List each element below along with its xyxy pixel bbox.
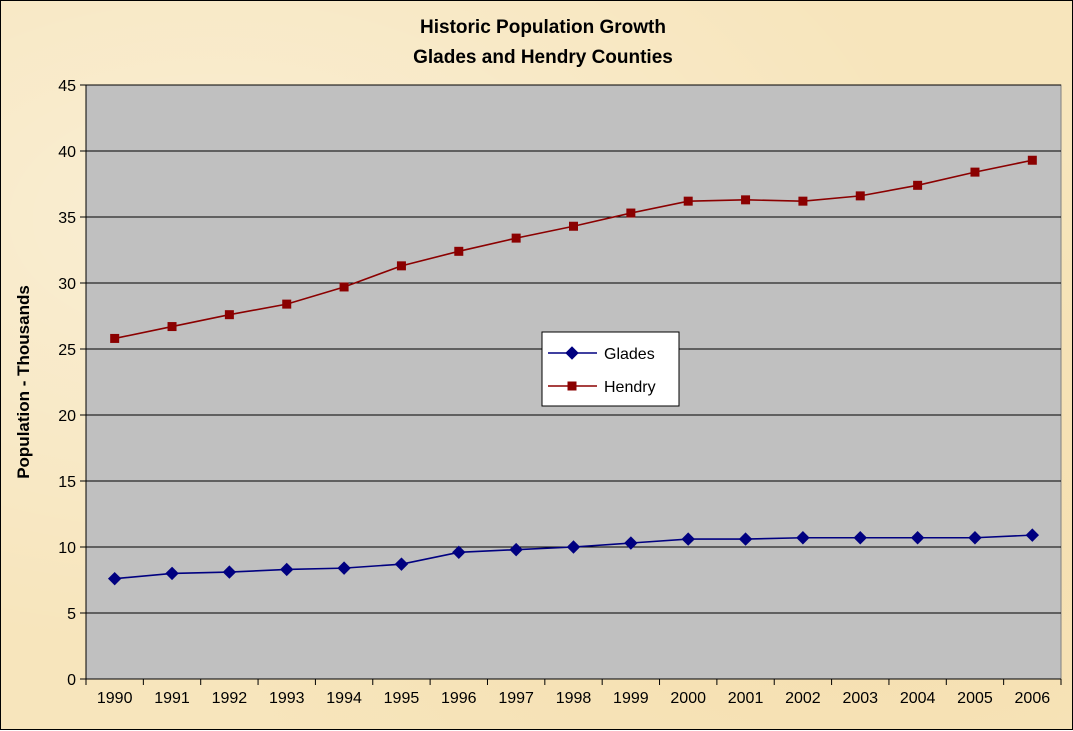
x-tick-label: 1996 bbox=[441, 690, 477, 707]
data-point-hendry bbox=[855, 191, 865, 201]
data-point-glades bbox=[624, 536, 638, 550]
y-tick-label: 15 bbox=[58, 474, 76, 491]
legend-marker-hendry bbox=[567, 381, 577, 391]
y-tick-label: 5 bbox=[67, 606, 76, 623]
data-point-hendry bbox=[396, 261, 406, 271]
data-point-glades bbox=[509, 542, 523, 557]
y-tick-label: 0 bbox=[67, 672, 76, 689]
chart-title: Historic Population Growth bbox=[420, 17, 666, 38]
data-point-glades bbox=[968, 531, 982, 545]
x-tick-label: 2001 bbox=[728, 690, 764, 707]
data-point-hendry bbox=[511, 233, 521, 243]
data-point-hendry bbox=[798, 196, 808, 206]
x-tick-label: 1994 bbox=[326, 690, 362, 707]
data-point-hendry bbox=[626, 208, 636, 218]
x-tick-label: 1990 bbox=[97, 690, 133, 707]
x-tick-label: 2003 bbox=[842, 690, 878, 707]
x-tick-label: 2004 bbox=[900, 690, 936, 707]
legend: Glades Hendry bbox=[541, 331, 680, 407]
data-point-glades bbox=[280, 562, 294, 577]
data-point-glades bbox=[337, 561, 351, 575]
data-point-hendry bbox=[741, 195, 751, 205]
data-point-glades bbox=[452, 545, 466, 559]
data-point-hendry bbox=[913, 180, 923, 190]
data-point-glades bbox=[681, 532, 695, 546]
data-point-glades bbox=[796, 531, 810, 545]
data-point-hendry bbox=[167, 322, 177, 332]
y-tick-label: 20 bbox=[58, 408, 76, 425]
legend-marker-glades bbox=[565, 346, 579, 360]
x-tick-label: 1992 bbox=[212, 690, 248, 707]
x-tick-label: 1997 bbox=[498, 690, 534, 707]
series-layer bbox=[107, 155, 1040, 586]
y-axis-title: Population - Thousands bbox=[14, 285, 33, 479]
x-tick-label: 1993 bbox=[269, 690, 305, 707]
data-point-hendry bbox=[569, 221, 578, 231]
data-point-glades bbox=[222, 565, 237, 579]
y-tick-label: 10 bbox=[58, 540, 76, 557]
legend-label-glades: Glades bbox=[604, 346, 655, 363]
gridlines bbox=[86, 84, 1061, 614]
data-point-glades bbox=[165, 566, 179, 581]
data-point-hendry bbox=[454, 246, 464, 256]
x-tick-label: 2006 bbox=[1015, 690, 1051, 707]
series-hendry bbox=[110, 155, 1037, 343]
data-point-glades bbox=[910, 531, 925, 545]
chart-subtitle: Glades and Hendry Counties bbox=[413, 47, 673, 68]
data-point-hendry bbox=[282, 299, 292, 309]
data-point-hendry bbox=[224, 310, 234, 320]
y-tick-label: 35 bbox=[58, 210, 76, 227]
x-tick-label: 2002 bbox=[785, 690, 821, 707]
data-point-glades bbox=[566, 540, 581, 554]
data-point-hendry bbox=[339, 282, 349, 292]
data-point-glades bbox=[738, 532, 753, 546]
x-tick-label: 1991 bbox=[154, 690, 190, 707]
x-tick-label: 1998 bbox=[556, 690, 592, 707]
x-tick-label: 1995 bbox=[384, 690, 420, 707]
legend-label-hendry: Hendry bbox=[604, 379, 656, 396]
data-point-glades bbox=[394, 557, 409, 571]
y-tick-label: 25 bbox=[58, 342, 76, 359]
data-point-hendry bbox=[683, 196, 693, 206]
data-point-glades bbox=[107, 571, 122, 586]
y-tick-label: 30 bbox=[58, 276, 76, 293]
x-tick-label: 2000 bbox=[670, 690, 706, 707]
x-tick-label: 2005 bbox=[957, 690, 993, 707]
y-tick-label: 45 bbox=[58, 78, 76, 95]
series-glades bbox=[107, 528, 1040, 586]
y-tick-label: 40 bbox=[58, 144, 76, 161]
legend-box bbox=[541, 331, 680, 407]
data-point-hendry bbox=[110, 333, 120, 343]
data-point-hendry bbox=[970, 167, 980, 177]
x-axis-ticks: 1990 1991 1992 1993 1994 1995 1996 1997 1998 1999… bbox=[85, 678, 1062, 707]
y-axis-ticks: 0 5 10 15 20 25 30 35 40 45 bbox=[58, 78, 87, 689]
data-point-glades bbox=[853, 531, 867, 545]
data-point-glades bbox=[1025, 528, 1040, 542]
x-tick-label: 1999 bbox=[613, 690, 649, 707]
data-point-hendry bbox=[1027, 155, 1037, 165]
